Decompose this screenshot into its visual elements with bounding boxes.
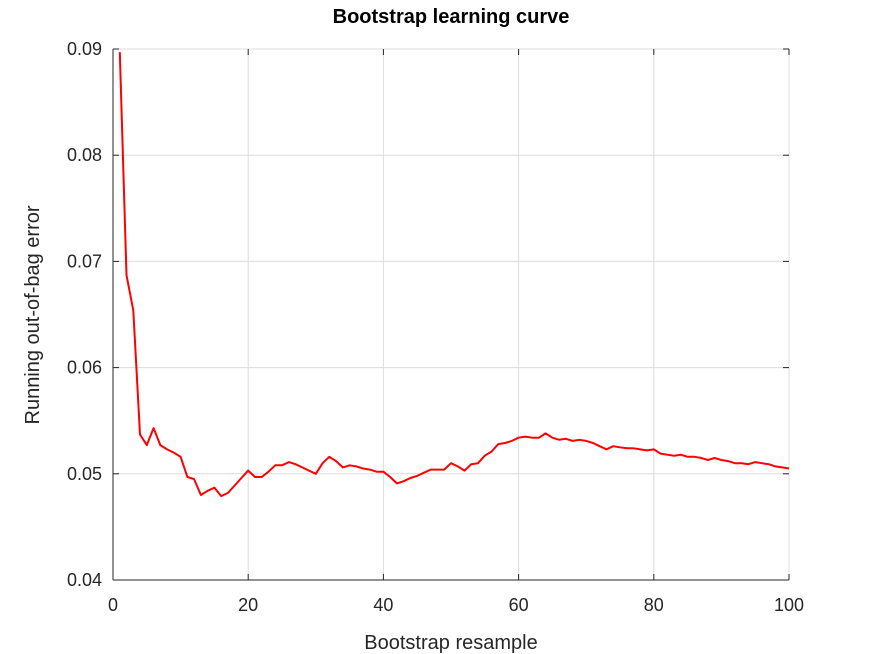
series-layer (118, 52, 790, 498)
x-tick-label: 40 (373, 595, 393, 615)
y-tick-label: 0.08 (67, 145, 102, 165)
grid (112, 48, 790, 581)
y-tick-label: 0.05 (67, 464, 102, 484)
series-line (118, 52, 790, 498)
y-axis-label: Running out-of-bag error (22, 205, 44, 424)
x-tick-label: 20 (238, 595, 258, 615)
y-tick-label: 0.07 (67, 251, 102, 271)
axes (112, 48, 790, 581)
x-tick-label: 80 (644, 595, 664, 615)
tick-labels: 0 20 40 60 80 100 0.04 0.05 0.06 0.07 0.08 0.09 (67, 39, 804, 615)
x-tick-label: 60 (509, 595, 529, 615)
y-tick-label: 0.09 (67, 39, 102, 59)
x-axis-label: Bootstrap resample (364, 632, 537, 654)
chart-title: Bootstrap learning curve (333, 6, 570, 28)
y-tick-label: 0.06 (67, 358, 102, 378)
x-tick-label: 100 (774, 595, 804, 615)
x-tick-label: 0 (108, 595, 118, 615)
y-tick-label: 0.04 (67, 570, 102, 590)
